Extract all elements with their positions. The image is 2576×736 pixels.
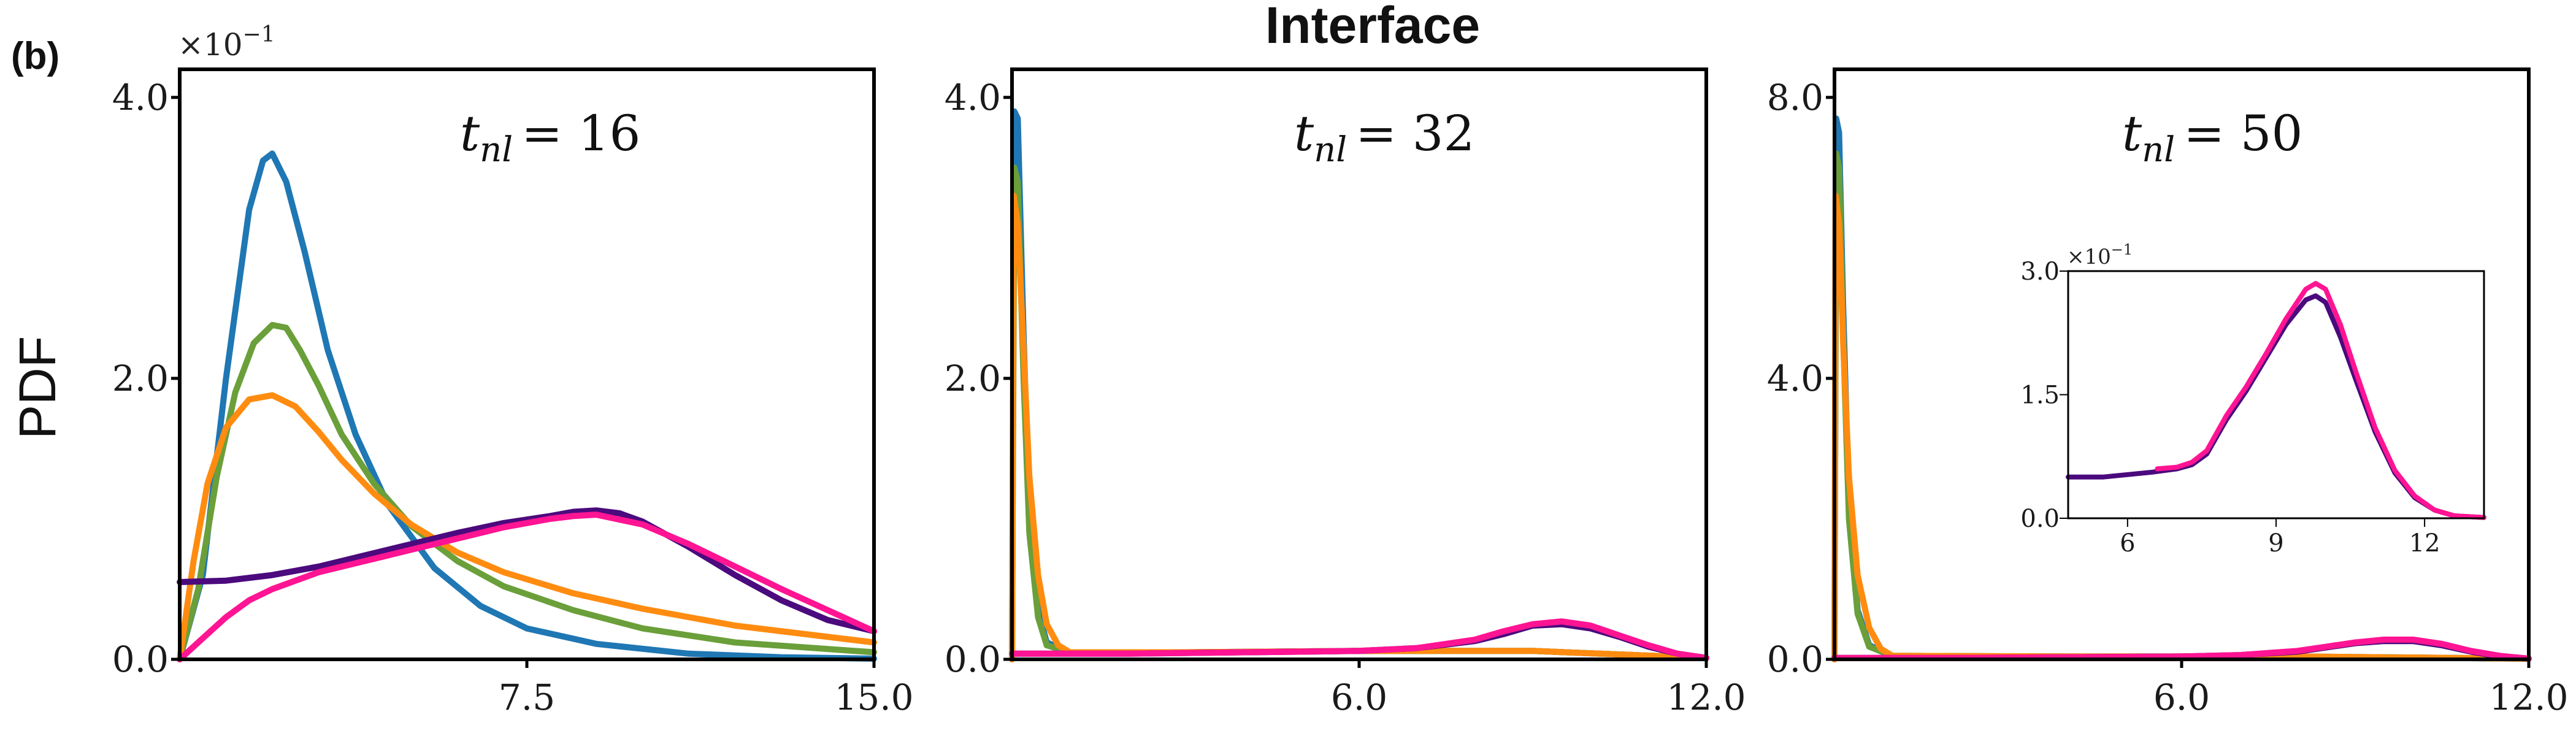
panel-0-xtick-label: 15.0 (834, 677, 913, 718)
panel-0-exponent-label: ×10−1 (178, 22, 275, 63)
panel-3-series-magenta-line (2155, 281, 2486, 520)
panel-0-series-magenta-line (177, 512, 877, 662)
panel-3-ytick-label: 1.5 (2020, 381, 2060, 410)
panel-2-xtick-label: 12.0 (2489, 677, 2568, 718)
panel-0-series-indigo-line (177, 507, 877, 635)
panel-0-ytick-label: 0.0 (112, 638, 169, 680)
panel-tnl-32: tnl = 32 0.0 2.0 4.0 6.0 12.0 (945, 67, 1746, 718)
panel-3-ytick-label: 0.0 (2020, 505, 2060, 533)
panel-3-xtick-label: 12 (2409, 529, 2440, 558)
panel-0-series (177, 150, 877, 662)
panel-1-series (1009, 108, 1709, 662)
panel-3-xtick-label: 9 (2268, 529, 2283, 558)
inset-chart: ×10−1 0.0 1.5 3.0 6 9 12 (2020, 241, 2486, 558)
panel-2-xtick-label: 6.0 (2153, 677, 2210, 718)
panel-3-xtick-label: 6 (2120, 529, 2135, 558)
y-axis-label: PDF (9, 336, 66, 439)
panel-tnl-16: ×10−1 tnl = 16 0.0 2.0 4.0 7.5 15.0 (112, 22, 914, 718)
panel-2-ytick-label: 4.0 (1767, 358, 1823, 399)
panel-1-xtick-label: 12.0 (1666, 677, 1746, 718)
panel-1-plot-area (1012, 69, 1706, 659)
panel-0-series-green-line (177, 321, 877, 662)
panel-2-ytick-label: 8.0 (1767, 77, 1823, 118)
panel-0-plot-area (180, 69, 874, 659)
panel-1-ytick-label: 2.0 (945, 358, 1001, 399)
panel-0-series-orange-line (177, 392, 877, 662)
panel-1-ytick-label: 4.0 (945, 77, 1001, 118)
inset-exponent-label: ×10−1 (2067, 241, 2133, 269)
panel-2-ytick-label: 0.0 (1767, 638, 1823, 680)
panel-2-annotation: tnl = 50 (2122, 105, 2302, 170)
figure-title: Interface (1265, 0, 1480, 54)
panel-0-series-blue-line (177, 150, 877, 662)
panel-0-ytick-label: 4.0 (112, 77, 169, 118)
panel-1-xtick-label: 6.0 (1331, 677, 1387, 718)
panel-0-ytick-label: 2.0 (112, 358, 169, 399)
panel-3-ytick-label: 3.0 (2020, 258, 2060, 286)
panel-2-series-magenta-line (1831, 636, 2532, 662)
panel-0-xtick-label: 7.5 (499, 677, 555, 718)
panel-1-series-magenta-line (1009, 618, 1709, 661)
panel-0-annotation: tnl = 16 (460, 105, 640, 170)
panel-1-annotation: tnl = 32 (1294, 105, 1474, 170)
panel-3-plot-area (2068, 271, 2484, 518)
panel-label: (b) (11, 35, 59, 77)
panel-2-series (1831, 115, 2532, 662)
panel-3-series (2066, 281, 2486, 520)
panel-1-ytick-label: 0.0 (945, 638, 1001, 680)
